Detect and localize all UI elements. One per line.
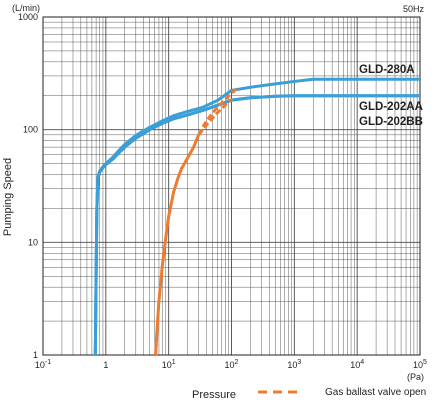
x-tick-labels: 10-1 1 101 102 103 104 105: [35, 359, 427, 370]
series-label-gld-280a: GLD-280A: [359, 64, 415, 76]
y-tick-label: 100: [23, 125, 38, 135]
x-axis-title: Pressure: [192, 389, 236, 401]
y-tick-label: 1000: [18, 12, 38, 22]
series-layer: [93, 77, 420, 356]
x-tick-label: 1: [103, 360, 108, 370]
x-tick-label: 101: [162, 359, 176, 370]
plot-frame: [42, 16, 421, 356]
x-tick-label: 104: [350, 359, 364, 370]
legend-label-gas-ballast: Gas ballast valve open: [325, 387, 426, 398]
series-line-2: [93, 94, 420, 356]
x-tick-label: 105: [413, 359, 427, 370]
series-line-4: [197, 87, 238, 136]
series-label-gld-202bb: GLD-202BB: [359, 116, 423, 128]
y-tick-label: 10: [28, 237, 38, 247]
x-tick-label: 102: [225, 359, 239, 370]
y-tick-label: 1: [33, 350, 38, 360]
y-axis-title: Pumping Speed: [2, 158, 14, 236]
y-tick-labels: 1 10 100 1000: [18, 12, 38, 360]
frequency-label: 50Hz: [403, 4, 425, 14]
x-tick-label: 103: [287, 359, 301, 370]
series-line-5: [197, 98, 233, 136]
y-unit-label: (L/min): [12, 3, 40, 13]
x-unit-label: (Pa): [407, 372, 424, 382]
series-line-3: [154, 134, 201, 356]
series-label-gld-202aa: GLD-202AA: [359, 101, 423, 113]
x-tick-label: 10-1: [35, 359, 51, 370]
